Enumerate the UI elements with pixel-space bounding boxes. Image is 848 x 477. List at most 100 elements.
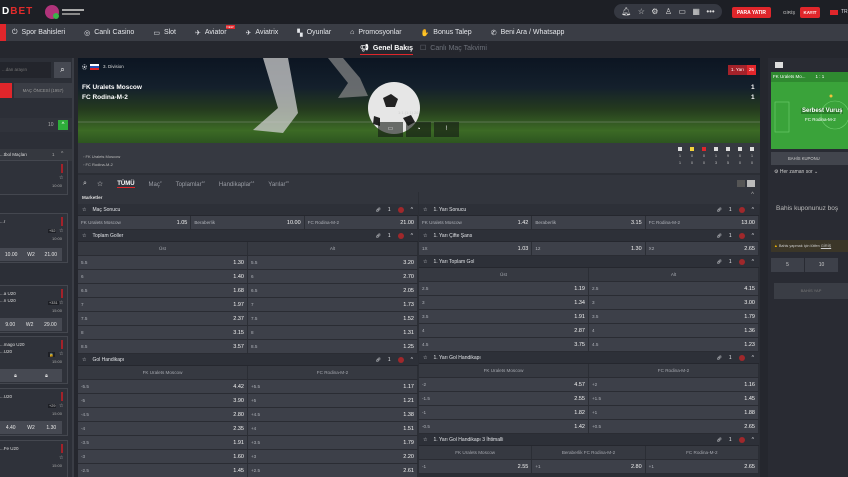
list-view-icon[interactable] xyxy=(737,180,745,187)
link-icon[interactable]: 🔗︎ xyxy=(716,355,722,360)
login-button[interactable]: GİRİŞ xyxy=(783,10,796,15)
favorite-star-icon[interactable]: ☆ xyxy=(59,228,64,234)
odds-value[interactable]: 21.00 xyxy=(44,251,58,258)
odds-button[interactable]: +5 1.21 xyxy=(248,394,417,407)
odds-button[interactable]: Beraberlik 3.15 xyxy=(532,216,645,229)
filter-tab-yarılar[interactable]: Yarılar16 xyxy=(268,180,289,188)
place-bet-button[interactable]: BAHİS YAP xyxy=(774,283,848,299)
odds-button[interactable]: 4 1.36 xyxy=(589,324,758,337)
odds-button[interactable]: -0.5 1.42 xyxy=(419,420,588,433)
favorite-star-icon[interactable]: ☆ xyxy=(82,356,87,363)
odds-button[interactable]: 7.5 2.37 xyxy=(78,312,247,325)
deposit-button[interactable]: PARA YATIR xyxy=(732,7,771,18)
odds-button[interactable]: -1.5 2.55 xyxy=(419,392,588,405)
link-icon[interactable]: 🔗︎ xyxy=(716,207,722,212)
odds-button[interactable]: FK Uralets Moscow 1.05 xyxy=(78,216,191,229)
odds-value[interactable]: W2 xyxy=(27,251,35,258)
trophy-icon[interactable]: ♙ xyxy=(664,7,673,16)
odds-button[interactable]: -5 3.90 xyxy=(78,394,247,407)
odds-button[interactable]: -1 2.55 xyxy=(419,460,532,473)
favorites-star-icon[interactable]: ☆ xyxy=(96,180,104,188)
stake-5-button[interactable]: 5 xyxy=(771,258,804,272)
odds-button[interactable]: 7 1.73 xyxy=(248,298,417,311)
odds-button[interactable]: -2 4.57 xyxy=(419,378,588,391)
odds-button[interactable]: 4 2.87 xyxy=(419,324,588,337)
betslip-tab[interactable]: BAHİS KUPONU xyxy=(771,152,848,165)
odds-button[interactable]: 5.5 1.30 xyxy=(78,256,247,269)
market-header[interactable]: ☆ 1. Yarı Sonucu 🔗︎ 1 ^ xyxy=(419,204,759,216)
favorite-star-icon[interactable]: ☆ xyxy=(423,354,428,361)
odds-button[interactable]: FC Rodina-M-2 21.00 xyxy=(304,216,417,229)
filter-tab-toplamlar[interactable]: Toplamlar12 xyxy=(176,180,205,188)
odds-button[interactable]: +0.5 2.65 xyxy=(589,420,758,433)
favorite-star-icon[interactable]: ☆ xyxy=(82,232,87,239)
odds-button[interactable]: 6 2.70 xyxy=(248,270,417,283)
odds-button[interactable]: 4.5 1.23 xyxy=(589,338,758,351)
nav-item-promosyonlar[interactable]: ⌂ Promosyonlar xyxy=(350,29,401,36)
match-card[interactable]: ...mago U20 ...U20 🔒 ☆ 15:00 🔒︎ 🔒︎ xyxy=(0,336,68,384)
search-icon[interactable]: ⌕ xyxy=(83,179,87,187)
nav-item-spor-bahisleri[interactable]: ⏻ Spor Bahisleri xyxy=(12,29,65,37)
chevron-up-icon[interactable]: ^ xyxy=(61,151,64,157)
odds-button[interactable]: -3 1.60 xyxy=(78,450,247,463)
odds-button[interactable]: +4 1.51 xyxy=(248,422,417,435)
market-header[interactable]: ☆ Maç Sonucu 🔗︎ 1 ^ xyxy=(78,204,418,216)
link-icon[interactable]: 🔗︎ xyxy=(375,357,381,362)
odds-button[interactable]: 5.5 3.20 xyxy=(248,256,417,269)
odds-value[interactable]: W2 xyxy=(27,424,35,431)
more-markets-badge[interactable]: +29 xyxy=(48,404,57,408)
chevron-up-icon[interactable]: ^ xyxy=(751,354,754,361)
nav-item-bonus-talep[interactable]: ✋ Bonus Talep xyxy=(421,29,472,37)
filter-tab-handikaplar[interactable]: Handikaplar14 xyxy=(219,180,254,188)
league-header[interactable]: ...tbol Maçları 1 ^ xyxy=(0,149,72,161)
odds-button[interactable]: -1 1.82 xyxy=(419,406,588,419)
link-icon[interactable]: 🔗︎ xyxy=(716,437,722,442)
odds-value[interactable]: 4.40 xyxy=(5,424,16,431)
match-card[interactable]: ...U20 +29 ☆ 15:00 4.40 W2 1.30 xyxy=(0,388,68,436)
gear-icon[interactable]: ⚙ xyxy=(651,7,659,16)
link-icon[interactable]: 🔗︎ xyxy=(716,233,722,238)
chevron-up-icon[interactable]: ^ xyxy=(751,232,754,239)
odds-button[interactable]: -2.5 1.45 xyxy=(78,464,247,477)
odds-button[interactable]: 3.5 1.91 xyxy=(419,310,588,323)
search-button[interactable]: ⌕ xyxy=(54,62,71,78)
odds-change-select[interactable]: ⚙ Her zaman sor ⌄ xyxy=(774,169,819,175)
odds-button[interactable]: FK Uralets Moscow 1.42 xyxy=(419,216,532,229)
chevron-up-icon[interactable]: ^ xyxy=(751,436,754,443)
odds-button[interactable]: -4.5 2.80 xyxy=(78,408,247,421)
link-icon[interactable]: 🔗︎ xyxy=(716,259,722,264)
favorite-star-icon[interactable]: ☆ xyxy=(59,351,64,357)
odds-button[interactable]: -3.5 1.91 xyxy=(78,436,247,449)
odds-button[interactable]: 8 1.31 xyxy=(248,326,417,339)
nav-item-aviator[interactable]: ✈ Aviator NEW xyxy=(195,24,235,37)
odds-button[interactable]: FC Rodina-M-2 13.00 xyxy=(645,216,758,229)
odds-button[interactable]: +3 2.20 xyxy=(248,450,417,463)
more-markets-badge[interactable]: +331 xyxy=(48,301,59,305)
favorite-star-icon[interactable]: ☆ xyxy=(82,206,87,213)
tv-icon[interactable]: ▭ xyxy=(678,7,686,16)
odds-value[interactable]: 1.30 xyxy=(46,424,57,431)
odds-button[interactable]: 6.5 2.05 xyxy=(248,284,417,297)
market-header[interactable]: ☆ 1. Yarı Çifte Şans 🔗︎ 1 ^ xyxy=(419,230,759,242)
match-card[interactable]: ...r +52 ☆ 10:00 10.00 W2 21.00 xyxy=(0,213,68,263)
odds-button[interactable]: +1 2.80 xyxy=(532,460,645,473)
odds-value[interactable]: 10.00 xyxy=(4,251,18,258)
odds-button[interactable]: +4.5 1.38 xyxy=(248,408,417,421)
favorite-star-icon[interactable]: ☆ xyxy=(59,300,64,306)
favorite-star-icon[interactable]: ☆ xyxy=(423,206,428,213)
register-button[interactable]: KAYIT xyxy=(800,7,820,18)
search-input[interactable]: ...dan arayın xyxy=(0,62,51,78)
odds-value[interactable]: 9.00 xyxy=(5,321,16,328)
odds-button[interactable]: 8 3.15 xyxy=(78,326,247,339)
brand-logo[interactable]: DBET xyxy=(2,6,34,17)
favorite-star-icon[interactable]: ☆ xyxy=(423,436,428,443)
odds-button[interactable]: +1 2.65 xyxy=(645,460,758,473)
link-icon[interactable]: 🔗︎ xyxy=(375,233,381,238)
chevron-up-icon[interactable]: ^ xyxy=(751,258,754,265)
odds-button[interactable]: 4.5 3.75 xyxy=(419,338,588,351)
odds-button[interactable]: +2 1.16 xyxy=(589,378,758,391)
filter-tab-maç[interactable]: Maç3 xyxy=(149,180,162,188)
chevron-up-icon[interactable]: ^ xyxy=(751,206,754,213)
bell-icon[interactable]: 🔔︎ xyxy=(621,7,632,16)
nav-item-aviatrix[interactable]: ✈ Aviatrix xyxy=(246,29,279,37)
